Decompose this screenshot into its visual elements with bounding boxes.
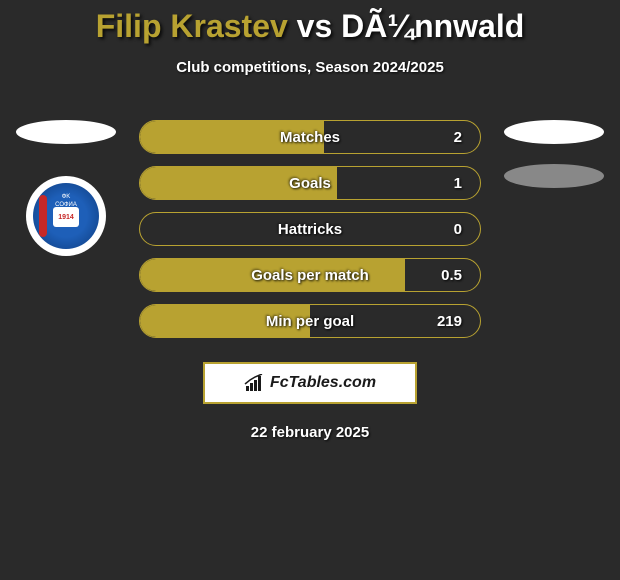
stat-label: Goals (289, 175, 331, 192)
stat-value: 2 (454, 129, 462, 146)
player1-name: Filip Krastev (96, 8, 288, 44)
player2-name: DÃ¼nnwald (341, 8, 524, 44)
right-column (499, 120, 609, 188)
page-title: Filip Krastev vs DÃ¼nnwald (0, 0, 620, 45)
body-area: 1914 Matches 2 Goals 1 Hattricks 0 Goals per m… (0, 120, 620, 338)
stat-label: Hattricks (278, 221, 342, 238)
stat-row: Matches 2 (139, 120, 481, 154)
vs-label: vs (297, 8, 333, 44)
stat-label: Matches (280, 129, 340, 146)
stat-value: 0.5 (441, 267, 462, 284)
player2-club-placeholder (504, 164, 604, 188)
club-badge-year: 1914 (53, 207, 79, 227)
subtitle: Club competitions, Season 2024/2025 (0, 59, 620, 76)
club-badge-inner: 1914 (33, 183, 99, 249)
stat-row: Goals 1 (139, 166, 481, 200)
stats-list: Matches 2 Goals 1 Hattricks 0 Goals per match 0… (139, 120, 481, 338)
stat-value: 219 (437, 313, 462, 330)
brand-text: FcTables.com (270, 374, 376, 392)
stat-value: 1 (454, 175, 462, 192)
player2-avatar-placeholder (504, 120, 604, 144)
left-column: 1914 (11, 120, 121, 256)
stat-row: Goals per match 0.5 (139, 258, 481, 292)
stat-row: Hattricks 0 (139, 212, 481, 246)
stat-row: Min per goal 219 (139, 304, 481, 338)
player1-club-badge: 1914 (26, 176, 106, 256)
date-label: 22 february 2025 (0, 424, 620, 441)
chart-icon (244, 374, 264, 392)
brand-box: FcTables.com (203, 362, 417, 404)
comparison-card: Filip Krastev vs DÃ¼nnwald Club competit… (0, 0, 620, 441)
stat-label: Goals per match (251, 267, 369, 284)
player1-avatar-placeholder (16, 120, 116, 144)
stat-label: Min per goal (266, 313, 354, 330)
stat-value: 0 (454, 221, 462, 238)
